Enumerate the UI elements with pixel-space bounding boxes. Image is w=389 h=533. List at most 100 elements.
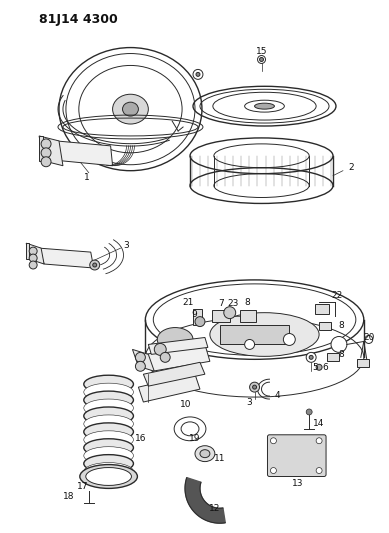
Circle shape xyxy=(41,139,51,149)
Bar xyxy=(327,353,339,361)
Bar xyxy=(319,321,331,329)
Circle shape xyxy=(224,306,236,319)
Text: 8: 8 xyxy=(338,350,344,359)
Text: 9: 9 xyxy=(191,310,197,319)
Circle shape xyxy=(93,263,97,267)
Bar xyxy=(220,325,289,344)
Text: 22: 22 xyxy=(331,292,343,300)
Text: 13: 13 xyxy=(291,479,303,488)
Bar xyxy=(240,310,256,321)
Circle shape xyxy=(196,72,200,76)
Ellipse shape xyxy=(200,450,210,458)
Text: 23: 23 xyxy=(227,299,238,308)
Circle shape xyxy=(270,438,277,444)
Circle shape xyxy=(195,317,205,327)
Ellipse shape xyxy=(84,375,133,393)
Text: 10: 10 xyxy=(180,400,192,408)
Text: 7: 7 xyxy=(218,299,224,308)
Ellipse shape xyxy=(254,103,274,109)
Text: 21: 21 xyxy=(182,298,194,307)
Text: 4: 4 xyxy=(275,391,280,400)
Text: 3: 3 xyxy=(124,241,130,249)
Text: 17: 17 xyxy=(77,482,89,491)
Bar xyxy=(357,359,369,367)
Polygon shape xyxy=(185,478,225,523)
Circle shape xyxy=(306,409,312,415)
Ellipse shape xyxy=(84,455,133,473)
Text: 18: 18 xyxy=(63,492,75,501)
Ellipse shape xyxy=(84,463,133,480)
FancyBboxPatch shape xyxy=(268,435,326,477)
Circle shape xyxy=(365,335,373,343)
Circle shape xyxy=(41,157,51,167)
Ellipse shape xyxy=(84,383,133,401)
Polygon shape xyxy=(56,141,112,166)
Ellipse shape xyxy=(84,415,133,433)
Circle shape xyxy=(29,254,37,262)
Text: 16: 16 xyxy=(135,434,146,443)
Polygon shape xyxy=(26,243,29,259)
Text: 5: 5 xyxy=(312,363,318,372)
Text: 3: 3 xyxy=(247,398,252,407)
Ellipse shape xyxy=(80,465,137,488)
Ellipse shape xyxy=(86,467,131,486)
Ellipse shape xyxy=(84,391,133,409)
Circle shape xyxy=(154,343,166,356)
Circle shape xyxy=(252,385,257,389)
Text: 8: 8 xyxy=(245,298,251,307)
Circle shape xyxy=(270,467,277,473)
Circle shape xyxy=(258,55,265,63)
Circle shape xyxy=(259,58,263,61)
Text: 81J14 4300: 81J14 4300 xyxy=(39,13,118,26)
Circle shape xyxy=(309,356,313,359)
Polygon shape xyxy=(39,248,94,268)
Polygon shape xyxy=(145,344,210,372)
Bar xyxy=(193,309,202,325)
Text: 6: 6 xyxy=(322,363,328,372)
Ellipse shape xyxy=(157,328,193,351)
Ellipse shape xyxy=(84,399,133,417)
Circle shape xyxy=(250,382,259,392)
Circle shape xyxy=(331,336,347,352)
Bar xyxy=(212,310,230,321)
Ellipse shape xyxy=(123,102,138,116)
Text: 1: 1 xyxy=(84,173,89,182)
Text: 11: 11 xyxy=(214,454,226,463)
Circle shape xyxy=(29,247,37,255)
Circle shape xyxy=(306,352,316,362)
Polygon shape xyxy=(26,243,44,264)
Polygon shape xyxy=(39,136,43,161)
Circle shape xyxy=(160,352,170,362)
Ellipse shape xyxy=(84,407,133,425)
Polygon shape xyxy=(144,362,205,386)
Text: 20: 20 xyxy=(363,333,375,342)
Circle shape xyxy=(316,467,322,473)
Circle shape xyxy=(90,260,100,270)
Text: 8: 8 xyxy=(338,321,344,330)
Polygon shape xyxy=(132,350,154,372)
Circle shape xyxy=(245,340,254,350)
Ellipse shape xyxy=(195,446,215,462)
Polygon shape xyxy=(148,337,208,354)
Ellipse shape xyxy=(84,431,133,449)
Circle shape xyxy=(316,438,322,444)
Text: 14: 14 xyxy=(314,419,325,429)
Circle shape xyxy=(283,334,295,345)
Ellipse shape xyxy=(210,313,319,357)
Ellipse shape xyxy=(84,447,133,465)
Circle shape xyxy=(316,364,322,370)
Text: 19: 19 xyxy=(189,434,201,443)
Circle shape xyxy=(193,69,203,79)
Text: 15: 15 xyxy=(256,47,267,56)
Ellipse shape xyxy=(84,423,133,441)
Ellipse shape xyxy=(84,439,133,457)
Polygon shape xyxy=(39,136,63,166)
Text: 2: 2 xyxy=(348,163,354,172)
Circle shape xyxy=(135,352,145,362)
Polygon shape xyxy=(138,374,200,402)
Circle shape xyxy=(41,148,51,158)
Ellipse shape xyxy=(112,94,148,124)
Bar xyxy=(315,304,329,313)
Text: 12: 12 xyxy=(209,504,221,513)
Circle shape xyxy=(135,361,145,372)
